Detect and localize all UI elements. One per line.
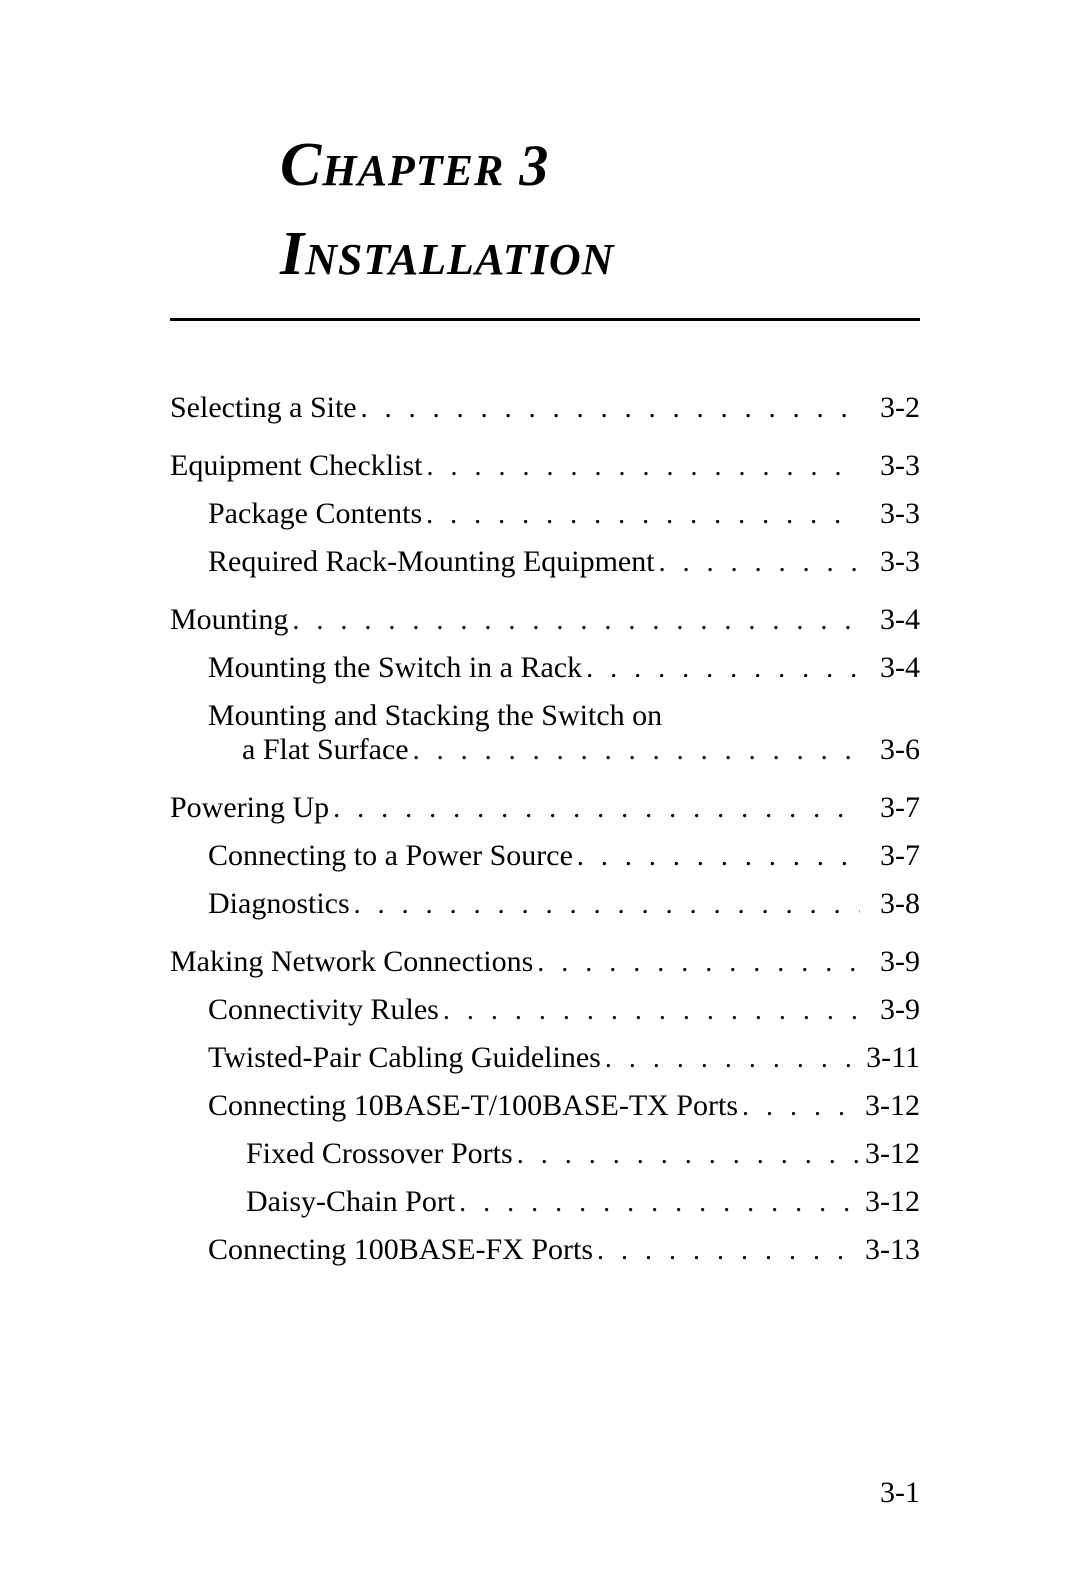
- toc-entry-connecting-10base: Connecting 10BASE-T/100BASE-TX Ports . .…: [170, 1091, 920, 1121]
- toc-entry-connecting-power: Connecting to a Power Source . . . . . .…: [170, 841, 920, 871]
- toc-page-ref: 3-12: [860, 1091, 920, 1121]
- toc-page-ref: 3-3: [860, 451, 920, 481]
- toc-entry-selecting-site: Selecting a Site . . . . . . . . . . . .…: [170, 393, 920, 423]
- toc-entry-required-rack-mounting: Required Rack-Mounting Equipment . . . .…: [170, 547, 920, 577]
- toc-page-ref: 3-3: [860, 499, 920, 529]
- toc-entry-mounting-rack: Mounting the Switch in a Rack . . . . . …: [170, 653, 920, 683]
- toc-page-ref: 3-12: [860, 1139, 920, 1169]
- toc-page-ref: 3-9: [860, 995, 920, 1025]
- toc-entry-mounting-stacking: Mounting and Stacking the Switch on a Fl…: [170, 701, 920, 765]
- toc-leader-dots: . . . . . . . . . . . . . . . . . . . . …: [455, 1189, 860, 1217]
- toc-leader-dots: . . . . . . . . . . . . . . . . . . . . …: [350, 891, 860, 919]
- toc-leader-dots: . . . . . . . . . . . . . . . . . . . . …: [439, 997, 860, 1025]
- toc-label: Diagnostics: [208, 889, 350, 919]
- toc-entry-package-contents: Package Contents . . . . . . . . . . . .…: [170, 499, 920, 529]
- toc-label: Connectivity Rules: [208, 995, 439, 1025]
- toc-leader-dots: . . . . . . . . . . . . . . . . . . . . …: [533, 949, 860, 977]
- table-of-contents: Selecting a Site . . . . . . . . . . . .…: [170, 393, 920, 1265]
- toc-page-ref: 3-4: [860, 653, 920, 683]
- toc-page-ref: 3-13: [860, 1235, 920, 1265]
- toc-entry-connecting-100base-fx: Connecting 100BASE-FX Ports . . . . . . …: [170, 1235, 920, 1265]
- toc-label: Mounting the Switch in a Rack: [208, 653, 582, 683]
- toc-leader-dots: . . . . . . . . . . . . . . . . . . . . …: [655, 549, 860, 577]
- toc-leader-dots: . . . . . . . . . . . . . . . . . . . . …: [357, 395, 860, 423]
- toc-label: Twisted-Pair Cabling Guidelines: [208, 1043, 601, 1073]
- toc-page-ref: 3-2: [860, 393, 920, 423]
- chapter-heading: CHAPTER 3 INSTALLATION: [170, 130, 920, 290]
- toc-page-ref: 3-12: [860, 1187, 920, 1217]
- toc-page-ref: 3-7: [860, 793, 920, 823]
- toc-label: Required Rack-Mounting Equipment: [208, 547, 655, 577]
- toc-page-ref: 3-6: [860, 735, 920, 765]
- toc-leader-dots: . . . . . . . . . . . . . . . . . . . . …: [573, 843, 860, 871]
- toc-label-line1: Mounting and Stacking the Switch on: [170, 701, 920, 731]
- toc-page-ref: 3-3: [860, 547, 920, 577]
- chapter-number-line: CHAPTER 3: [280, 130, 920, 201]
- toc-leader-dots: . . . . . . . . . . . . . . . . . . . . …: [422, 453, 860, 481]
- toc-label-line2: a Flat Surface: [242, 735, 409, 765]
- toc-label: Connecting to a Power Source: [208, 841, 573, 871]
- toc-leader-dots: . . . . . . . . . . . . . . . . . . . . …: [738, 1093, 860, 1121]
- toc-page-ref: 3-9: [860, 947, 920, 977]
- toc-entry-connectivity-rules: Connectivity Rules . . . . . . . . . . .…: [170, 995, 920, 1025]
- toc-label: Fixed Crossover Ports: [246, 1139, 513, 1169]
- toc-label: Package Contents: [208, 499, 422, 529]
- toc-label: Selecting a Site: [170, 393, 357, 423]
- toc-leader-dots: . . . . . . . . . . . . . . . . . . . . …: [288, 607, 860, 635]
- toc-label: Mounting: [170, 605, 288, 635]
- toc-leader-dots: . . . . . . . . . . . . . . . . . . . . …: [601, 1045, 860, 1073]
- toc-page-ref: 3-8: [860, 889, 920, 919]
- chapter-title-line: INSTALLATION: [280, 219, 920, 290]
- toc-leader-dots: . . . . . . . . . . . . . . . . . . . . …: [593, 1237, 860, 1265]
- toc-entry-diagnostics: Diagnostics . . . . . . . . . . . . . . …: [170, 889, 920, 919]
- toc-label: Connecting 100BASE-FX Ports: [208, 1235, 593, 1265]
- chapter-label-rest: HAPTER: [322, 146, 504, 195]
- toc-label: Making Network Connections: [170, 947, 533, 977]
- toc-label: Powering Up: [170, 793, 329, 823]
- toc-entry-fixed-crossover: Fixed Crossover Ports . . . . . . . . . …: [170, 1139, 920, 1169]
- toc-entry-daisy-chain: Daisy-Chain Port . . . . . . . . . . . .…: [170, 1187, 920, 1217]
- toc-leader-dots: . . . . . . . . . . . . . . . . . . . . …: [422, 501, 860, 529]
- chapter-title-cap: I: [280, 220, 305, 288]
- toc-entry-network-connections: Making Network Connections . . . . . . .…: [170, 947, 920, 977]
- toc-leader-dots: . . . . . . . . . . . . . . . . . . . . …: [409, 737, 860, 765]
- toc-leader-dots: . . . . . . . . . . . . . . . . . . . . …: [329, 795, 860, 823]
- toc-entry-powering-up: Powering Up . . . . . . . . . . . . . . …: [170, 793, 920, 823]
- toc-entry-equipment-checklist: Equipment Checklist . . . . . . . . . . …: [170, 451, 920, 481]
- toc-entry-twisted-pair: Twisted-Pair Cabling Guidelines . . . . …: [170, 1043, 920, 1073]
- chapter-number: 3: [519, 133, 549, 198]
- toc-page-ref: 3-11: [860, 1043, 920, 1073]
- chapter-label-cap: C: [280, 131, 322, 199]
- toc-leader-dots: . . . . . . . . . . . . . . . . . . . . …: [513, 1141, 860, 1169]
- toc-leader-dots: . . . . . . . . . . . . . . . . . . . . …: [582, 655, 860, 683]
- toc-label: Daisy-Chain Port: [246, 1187, 455, 1217]
- toc-page-ref: 3-7: [860, 841, 920, 871]
- heading-underline: [170, 318, 920, 321]
- toc-label: Equipment Checklist: [170, 451, 422, 481]
- chapter-title-rest: NSTALLATION: [305, 235, 614, 284]
- toc-page-ref: 3-4: [860, 605, 920, 635]
- toc-entry-mounting: Mounting . . . . . . . . . . . . . . . .…: [170, 605, 920, 635]
- toc-label: Connecting 10BASE-T/100BASE-TX Ports: [208, 1091, 738, 1121]
- chapter-toc-page: CHAPTER 3 INSTALLATION Selecting a Site …: [0, 0, 1080, 1570]
- page-number: 3-1: [880, 1476, 920, 1510]
